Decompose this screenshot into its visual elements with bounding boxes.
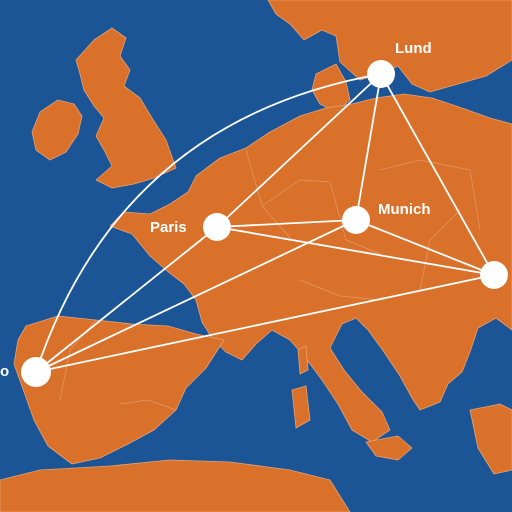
sicily-landmass	[365, 435, 413, 461]
sardinia-landmass	[291, 385, 311, 429]
route-paris-lund	[216, 73, 382, 228]
lund-label: Lund	[395, 40, 432, 57]
city-nodes	[21, 60, 508, 387]
paris-marker[interactable]	[203, 213, 231, 241]
great-britain-landmass	[75, 27, 177, 189]
lund-marker[interactable]	[367, 60, 395, 88]
porto-label: o	[0, 363, 9, 380]
paris-label: Paris	[150, 219, 187, 236]
route-lund-munich	[355, 73, 382, 221]
vienna-marker[interactable]	[480, 261, 508, 289]
continental-europe-landmass	[109, 93, 512, 443]
route-porto-munich	[35, 219, 357, 373]
munich-label: Munich	[378, 201, 431, 218]
route-lund-vienna	[380, 73, 495, 276]
greece-landmass	[469, 403, 512, 475]
north-africa-landmass	[0, 459, 351, 512]
route-porto-lund	[35, 73, 382, 373]
routes-layer	[35, 73, 495, 373]
porto-marker[interactable]	[21, 357, 51, 387]
route-munich-vienna	[355, 219, 495, 276]
route-porto-paris	[35, 226, 218, 373]
country-borders	[59, 149, 481, 411]
route-paris-vienna	[216, 226, 495, 276]
route-porto-vienna	[35, 274, 495, 373]
ireland-landmass	[31, 99, 83, 161]
munich-marker[interactable]	[342, 206, 370, 234]
corsica-landmass	[297, 345, 309, 375]
route-paris-munich	[216, 219, 357, 228]
